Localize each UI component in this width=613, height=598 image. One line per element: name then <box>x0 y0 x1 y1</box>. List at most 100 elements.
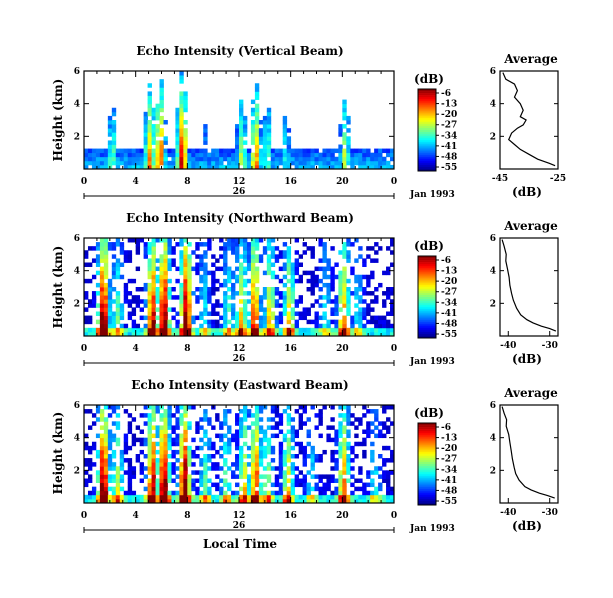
heatmap-cell <box>191 405 196 410</box>
heatmap-cell <box>290 152 296 158</box>
heatmap-cell <box>99 266 105 272</box>
heatmap-cell <box>111 136 117 141</box>
profile-title: Average <box>503 52 558 66</box>
colorbar-tick-label: -55 <box>441 497 457 507</box>
heatmap-cell <box>270 311 276 316</box>
heatmap-cell <box>262 144 268 149</box>
heatmap-cell <box>103 482 109 488</box>
heatmap-cell <box>219 164 224 170</box>
heatmap-cell <box>254 115 260 121</box>
heatmap-cell <box>171 494 176 500</box>
heatmap-cell <box>167 242 172 247</box>
heatmap-cell <box>358 282 363 288</box>
heatmap-cell <box>286 299 292 304</box>
heatmap-cell <box>219 494 224 500</box>
heatmap-cell <box>318 323 323 329</box>
heatmap-cell <box>254 87 260 92</box>
heatmap-cell <box>151 148 156 154</box>
heatmap-cell <box>167 307 172 312</box>
heatmap-cell <box>306 417 311 422</box>
heatmap-cell <box>219 490 224 496</box>
colorbar-swatch <box>418 449 436 452</box>
heatmap-cell <box>227 445 232 451</box>
heatmap-cell <box>342 445 347 451</box>
heatmap-cell <box>111 124 117 129</box>
heatmap-cell <box>374 486 379 492</box>
heatmap-cell <box>242 409 248 414</box>
heatmap-cell <box>278 148 284 154</box>
heatmap-cell <box>302 148 307 154</box>
heatmap-cell <box>179 282 184 288</box>
heatmap-cell <box>326 282 331 288</box>
heatmap-cell <box>342 458 347 463</box>
heatmap-cell <box>350 449 355 455</box>
heatmap-cell <box>262 270 268 276</box>
heatmap-cell <box>139 470 145 475</box>
heatmap-cell <box>91 164 97 170</box>
heatmap-cell <box>362 258 367 263</box>
heatmap-cell <box>183 152 188 158</box>
heatmap-cell <box>266 478 272 483</box>
heatmap-cell <box>175 405 180 410</box>
heatmap-cell <box>246 498 252 504</box>
colorbar-tick-label: -41 <box>441 309 457 319</box>
heatmap-cell <box>382 425 387 430</box>
heatmap-cell <box>346 417 351 422</box>
heatmap-cell <box>294 262 300 267</box>
heatmap-cell <box>84 445 89 451</box>
heatmap-cell <box>199 258 204 263</box>
heatmap-cell <box>342 242 347 247</box>
heatmap-cell <box>390 164 395 170</box>
heatmap-cell <box>195 498 200 504</box>
heatmap-cell <box>231 323 236 329</box>
heatmap-cell <box>239 486 244 492</box>
heatmap-cell <box>266 140 272 145</box>
heatmap-cell <box>239 458 244 463</box>
heatmap-cell <box>147 421 152 426</box>
heatmap-cell <box>211 319 216 325</box>
heatmap-cell <box>254 287 260 292</box>
heatmap-cell <box>227 331 232 337</box>
heatmap-cell <box>314 413 319 418</box>
heatmap-cell <box>358 307 363 312</box>
heatmap-cell <box>374 331 379 337</box>
heatmap-cell <box>163 242 168 247</box>
heatmap-cell <box>290 490 296 496</box>
heatmap-cell <box>183 490 188 496</box>
heatmap-cell <box>350 413 355 418</box>
heatmap-cell <box>338 433 343 439</box>
heatmap-cell <box>175 433 180 439</box>
heatmap-cell <box>390 303 395 308</box>
colorbar-swatch <box>418 309 436 312</box>
heatmap-cell <box>111 405 117 410</box>
heatmap-cell <box>223 462 228 467</box>
heatmap-cell <box>322 148 327 154</box>
heatmap-cell <box>246 311 252 316</box>
heatmap-cell <box>107 152 113 158</box>
heatmap-cell <box>282 148 288 154</box>
heatmap-cell <box>382 148 387 154</box>
heatmap-cell <box>270 164 276 170</box>
heatmap-cell <box>378 466 383 471</box>
heatmap-cell <box>242 152 248 158</box>
heatmap-cell <box>171 307 176 312</box>
heatmap-cell <box>306 156 311 162</box>
heatmap-cell <box>159 103 164 109</box>
heatmap-cell <box>119 160 125 166</box>
heatmap-cell <box>235 462 240 467</box>
heatmap-cell <box>242 474 248 479</box>
heatmap-cell <box>223 490 228 496</box>
heatmap-cell <box>362 486 367 492</box>
heatmap-cell <box>151 449 156 455</box>
heatmap-cell <box>354 258 359 263</box>
heatmap-cell <box>342 274 347 280</box>
heatmap-cell <box>195 254 200 259</box>
heatmap-cell <box>103 433 109 439</box>
heatmap-cell <box>270 156 276 162</box>
heatmap-cell <box>127 238 133 243</box>
heatmap-cell <box>187 152 192 158</box>
heatmap-cell <box>175 425 180 430</box>
heatmap-cell <box>111 466 117 471</box>
heatmap-cell <box>286 470 292 475</box>
